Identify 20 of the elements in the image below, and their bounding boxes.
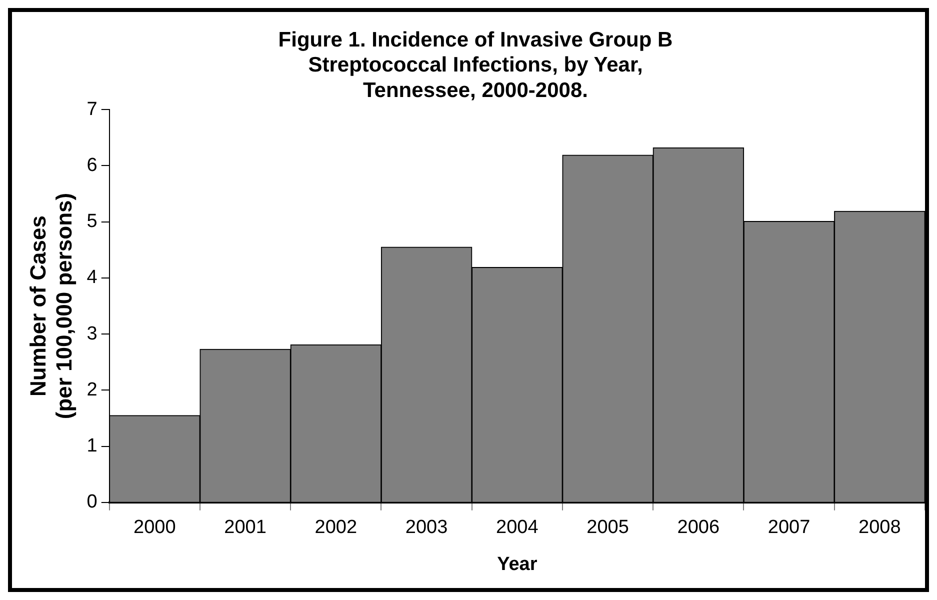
chart-title: Figure 1. Incidence of Invasive Group B Streptococcal Infections, by Year, Tennessee, 2000-2008.	[278, 28, 673, 102]
x-tick-label: 2001	[224, 517, 266, 538]
y-tick-label: 3	[86, 323, 98, 344]
x-tick-label: 2007	[768, 517, 810, 538]
x-axis-title: Year	[497, 554, 538, 575]
x-tick-label: 2006	[677, 517, 720, 538]
x-tick-label: 2008	[858, 517, 901, 538]
y-tick-label: 2	[86, 379, 98, 400]
y-tick-label: 4	[86, 267, 98, 288]
y-tick-label: 1	[86, 436, 98, 457]
y-axis-title: Number of Cases (per 100,000 persons)	[25, 192, 77, 420]
y-tick-label: 7	[86, 98, 98, 120]
x-tick-label: 2005	[586, 517, 629, 538]
x-tick-label: 2002	[314, 517, 358, 538]
x-tick-label: 2003	[405, 517, 448, 538]
y-tick-label: 0	[86, 492, 98, 513]
y-tick-label: 6	[86, 154, 98, 176]
x-tick-label: 2004	[496, 517, 539, 538]
y-tick-label: 5	[86, 211, 98, 232]
x-tick-label: 2000	[134, 517, 176, 538]
